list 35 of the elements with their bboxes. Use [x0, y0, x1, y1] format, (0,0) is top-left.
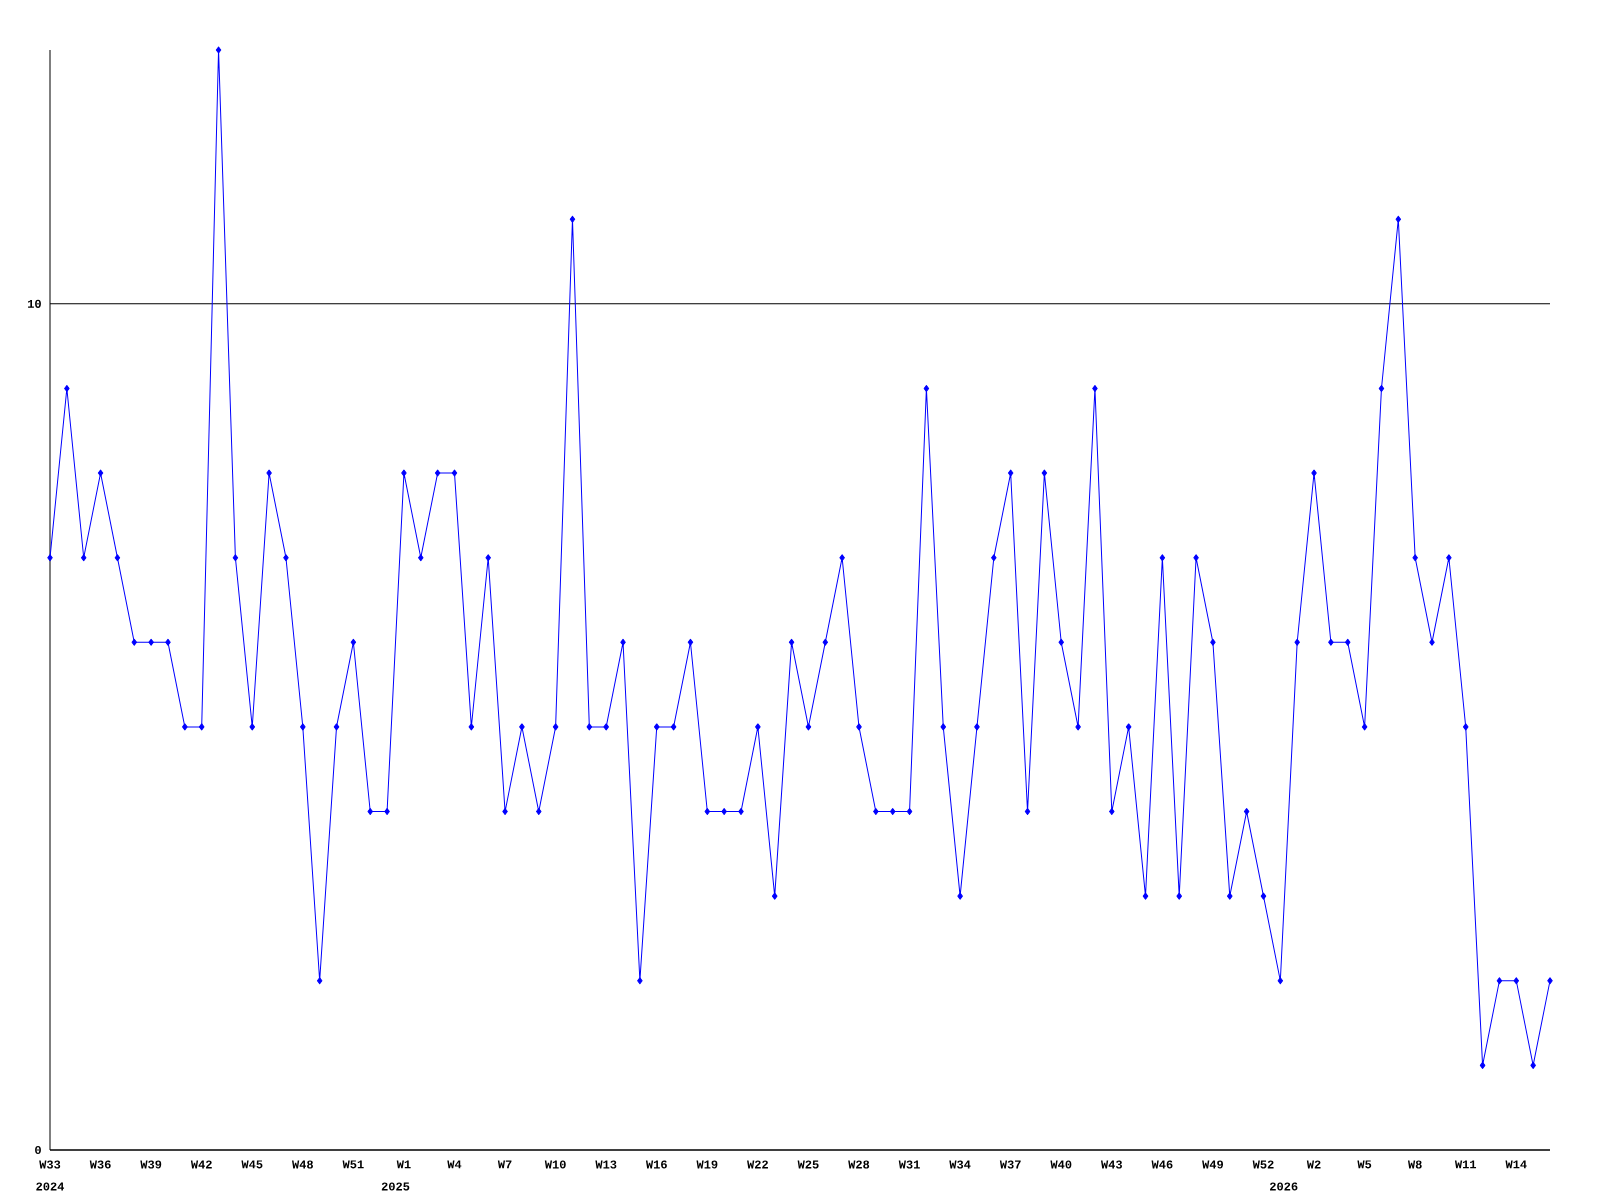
y-tick-label: 0: [35, 1145, 41, 1155]
x-tick-label: W1: [396, 1160, 411, 1169]
x-tick-label: W22: [747, 1160, 768, 1169]
text: 2026: [1270, 1182, 1298, 1191]
x-tick-label: W45: [241, 1160, 263, 1169]
x-tick-label: W48: [292, 1160, 313, 1169]
x-tick-label: W8: [1407, 1160, 1422, 1169]
x-tick-label: W46: [1151, 1160, 1173, 1169]
x-tick-label: W4: [447, 1160, 462, 1169]
x-tick-label: W16: [645, 1160, 667, 1169]
x-tick-label: W43: [1100, 1160, 1122, 1169]
text: 2024: [36, 1182, 65, 1191]
x-tick-label: W13: [595, 1160, 617, 1169]
x-tick-label: W28: [848, 1160, 870, 1169]
x-tick-label: W42: [190, 1160, 212, 1169]
x-tick-label: W11: [1454, 1160, 1477, 1169]
x-tick-label: W31: [898, 1160, 920, 1169]
x-tick-label: W5: [1357, 1160, 1372, 1169]
x-tick-label: W49: [1202, 1160, 1224, 1169]
x-tick-label: W36: [89, 1160, 111, 1169]
x-tick-label: W2: [1306, 1160, 1321, 1169]
x-tick-label: W14: [1505, 1160, 1527, 1169]
text: 2025: [381, 1182, 410, 1191]
x-tick-label: W52: [1252, 1160, 1274, 1169]
x-tick-label: W37: [999, 1160, 1021, 1169]
x-tick-label: W19: [696, 1160, 718, 1169]
y-tick-label: 10: [28, 299, 41, 308]
x-tick-label: W39: [140, 1160, 162, 1169]
x-tick-label: W7: [497, 1160, 512, 1169]
x-tick-label: W40: [1050, 1160, 1072, 1169]
x-tick-label: W51: [342, 1160, 364, 1169]
x-tick-label: W34: [949, 1160, 971, 1169]
x-tick-label: W10: [544, 1160, 566, 1169]
x-tick-label: W33: [39, 1160, 61, 1169]
x-tick-label: W25: [797, 1160, 819, 1169]
